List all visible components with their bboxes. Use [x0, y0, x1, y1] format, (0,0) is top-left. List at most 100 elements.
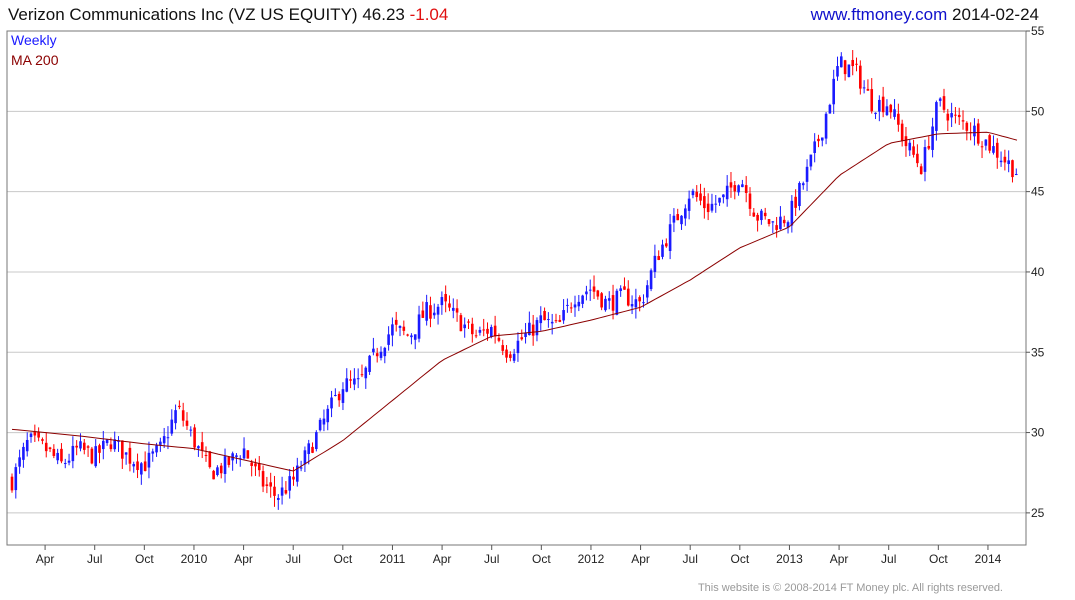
- candle-body: [200, 442, 204, 451]
- candle-body: [223, 456, 227, 474]
- candle-body: [406, 334, 409, 336]
- candle-body: [261, 471, 265, 487]
- x-tick-label: Apr: [830, 552, 849, 566]
- candle-body: [109, 444, 113, 450]
- candle-body: [204, 454, 208, 456]
- candle-body: [535, 320, 539, 336]
- candle-body: [276, 497, 280, 500]
- candle-body: [486, 328, 489, 334]
- candle-body: [326, 408, 330, 423]
- candle-body: [916, 153, 919, 164]
- company-name: Verizon Communications Inc: [8, 5, 224, 24]
- candle-body: [159, 441, 162, 445]
- candle-body: [855, 63, 858, 65]
- candle-body: [391, 324, 394, 336]
- y-axis: 25 30 35 40 45 50 55: [1026, 24, 1045, 520]
- candle-body: [37, 431, 40, 438]
- candle-body: [585, 291, 588, 295]
- candle-body: [672, 215, 676, 223]
- candle-body: [394, 319, 398, 325]
- candle-body: [592, 286, 596, 292]
- candle-body: [425, 302, 428, 321]
- candle-body: [79, 441, 82, 449]
- candle-body: [235, 455, 238, 457]
- candle-body: [143, 461, 147, 472]
- ticker: (VZ US EQUITY): [228, 5, 358, 24]
- candle-body: [786, 222, 790, 228]
- candle-body: [478, 329, 482, 333]
- candle-body: [737, 185, 740, 193]
- candle-body: [82, 442, 86, 450]
- candle-body: [56, 452, 59, 461]
- candle-body: [75, 445, 78, 448]
- x-tick-label: 2012: [578, 552, 605, 566]
- candle-body: [950, 113, 953, 118]
- candle-body: [147, 452, 151, 468]
- candle-body: [257, 463, 261, 471]
- candle-body: [459, 315, 463, 332]
- candle-body: [1014, 174, 1018, 176]
- candle-body: [219, 465, 223, 474]
- candle-body: [992, 146, 995, 153]
- candle-body: [665, 243, 668, 247]
- candle-body: [558, 319, 562, 322]
- x-tick-label: Apr: [234, 552, 253, 566]
- candle-body: [889, 104, 893, 113]
- candle-body: [615, 290, 619, 315]
- candle-body: [509, 354, 512, 358]
- candle-body: [741, 184, 744, 188]
- candle-body: [706, 203, 710, 213]
- candle-body: [733, 185, 737, 192]
- candle-body: [798, 182, 801, 207]
- candle-body: [645, 285, 649, 298]
- candle-body: [269, 482, 272, 487]
- candle-body: [512, 353, 516, 361]
- candle-body: [288, 476, 291, 491]
- candle-body: [345, 378, 349, 392]
- candle-body: [596, 290, 600, 297]
- site-info: www.ftmoney.com 2014-02-24: [811, 5, 1039, 25]
- candle-body: [524, 333, 527, 338]
- candle-body: [185, 420, 189, 426]
- candle-body: [550, 321, 554, 324]
- candle-body: [577, 301, 581, 307]
- candle-body: [691, 190, 695, 196]
- candle-body: [680, 215, 683, 225]
- candle-body: [862, 87, 866, 89]
- candle-body: [976, 123, 980, 144]
- candle-body: [463, 324, 466, 329]
- y-tick-label: 30: [1031, 426, 1045, 440]
- x-tick-label: Jul: [683, 552, 698, 566]
- ma200-line: [11, 131, 1018, 472]
- candle-body: [311, 446, 314, 453]
- candle-body: [398, 325, 402, 328]
- candle-body: [775, 225, 778, 230]
- candle-body: [349, 379, 352, 381]
- candle-body: [870, 89, 874, 112]
- site-link[interactable]: www.ftmoney.com: [810, 5, 948, 24]
- candle-body: [265, 484, 269, 487]
- candle-body: [767, 219, 771, 224]
- x-tick-label: Jul: [881, 552, 896, 566]
- candle-body: [181, 410, 185, 421]
- y-tick-label: 50: [1031, 104, 1045, 118]
- candle-body: [250, 462, 253, 466]
- candle-body: [927, 145, 931, 149]
- candle-body: [231, 453, 234, 461]
- x-tick-label: Apr: [631, 552, 650, 566]
- candle-body: [623, 286, 626, 290]
- grid-lines: [7, 110, 1026, 514]
- x-tick-label: Apr: [36, 552, 55, 566]
- candle-body: [531, 324, 535, 336]
- candle-body: [212, 470, 215, 480]
- candle-body: [136, 461, 139, 471]
- candle-body: [318, 419, 322, 431]
- candle-body: [299, 467, 303, 469]
- candle-body: [756, 214, 759, 221]
- candle-body: [86, 446, 90, 448]
- candle-body: [71, 445, 75, 462]
- candle-body: [931, 126, 934, 150]
- candle-body: [140, 463, 143, 475]
- candle-body: [839, 56, 843, 68]
- x-tick-label: Oct: [929, 552, 948, 566]
